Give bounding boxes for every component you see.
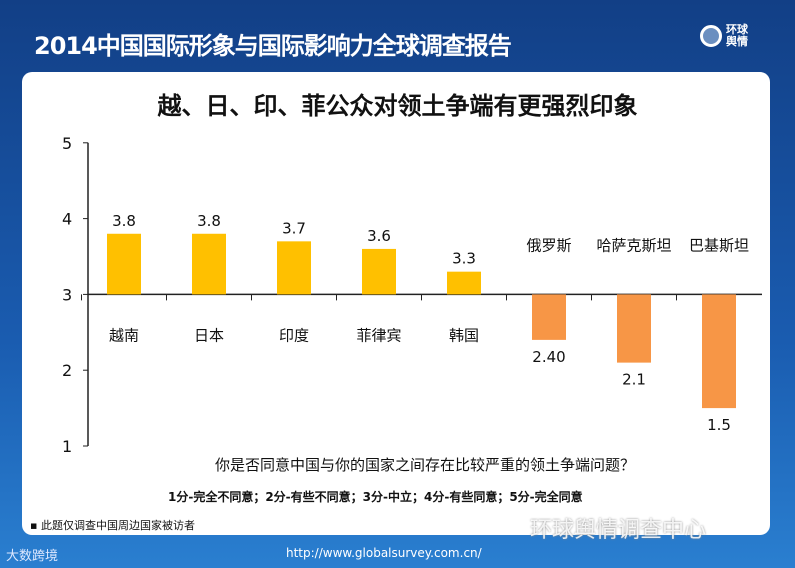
bar xyxy=(447,271,481,295)
bar xyxy=(532,294,566,340)
y-tick-label: 2 xyxy=(62,361,72,380)
y-tick-label: 4 xyxy=(62,210,72,229)
category-label: 哈萨克斯坦 xyxy=(596,236,671,254)
x-axis-label: 你是否同意中国与你的国家之间存在比较严重的领土争端问题？ xyxy=(215,456,636,474)
data-label: 2.1 xyxy=(622,371,646,389)
y-tick-label: 5 xyxy=(62,134,72,153)
category-label: 巴基斯坦 xyxy=(689,236,749,254)
category-label: 俄罗斯 xyxy=(526,236,571,254)
category-label: 菲律宾 xyxy=(356,326,401,344)
logo-text: 环球舆情 xyxy=(726,23,748,48)
report-title: 2014中国国际形象与国际影响力全球调查报告 xyxy=(34,32,512,60)
data-label: 3.3 xyxy=(452,250,476,268)
footnote: ▪ 此题仅调查中国周边国家被访者 xyxy=(30,519,195,532)
logo: 环球舆情 xyxy=(700,24,750,48)
website-link[interactable]: http://www.globalsurvey.com.cn/ xyxy=(286,546,482,560)
bar xyxy=(362,248,396,295)
bar xyxy=(617,294,651,363)
data-label: 3.7 xyxy=(282,219,306,237)
data-label: 3.6 xyxy=(367,227,391,245)
bar xyxy=(192,233,226,295)
data-label: 2.40 xyxy=(532,348,565,366)
chart-title: 越、日、印、菲公众对领土争端有更强烈印象 xyxy=(157,92,638,120)
y-tick-label: 1 xyxy=(62,437,72,456)
watermark: 环球舆情调查中心 xyxy=(530,518,707,543)
y-tick-label: 3 xyxy=(62,285,72,304)
footnote-text: 此题仅调查中国周边国家被访者 xyxy=(40,519,195,532)
category-label: 印度 xyxy=(279,326,309,344)
corner-brand: 大数跨境 xyxy=(6,549,59,564)
category-label: 韩国 xyxy=(449,326,479,344)
bar xyxy=(277,241,311,295)
category-label: 越南 xyxy=(109,326,139,344)
bar xyxy=(702,294,736,409)
data-label: 3.8 xyxy=(197,212,221,230)
scale-note: 1分-完全不同意；2分-有些不同意；3分-中立；4分-有些同意；5分-完全同意 xyxy=(168,490,583,504)
data-label: 1.5 xyxy=(707,416,731,434)
bar xyxy=(107,233,141,295)
category-label: 日本 xyxy=(194,326,224,344)
globe-icon xyxy=(700,25,722,47)
data-label: 3.8 xyxy=(112,212,136,230)
